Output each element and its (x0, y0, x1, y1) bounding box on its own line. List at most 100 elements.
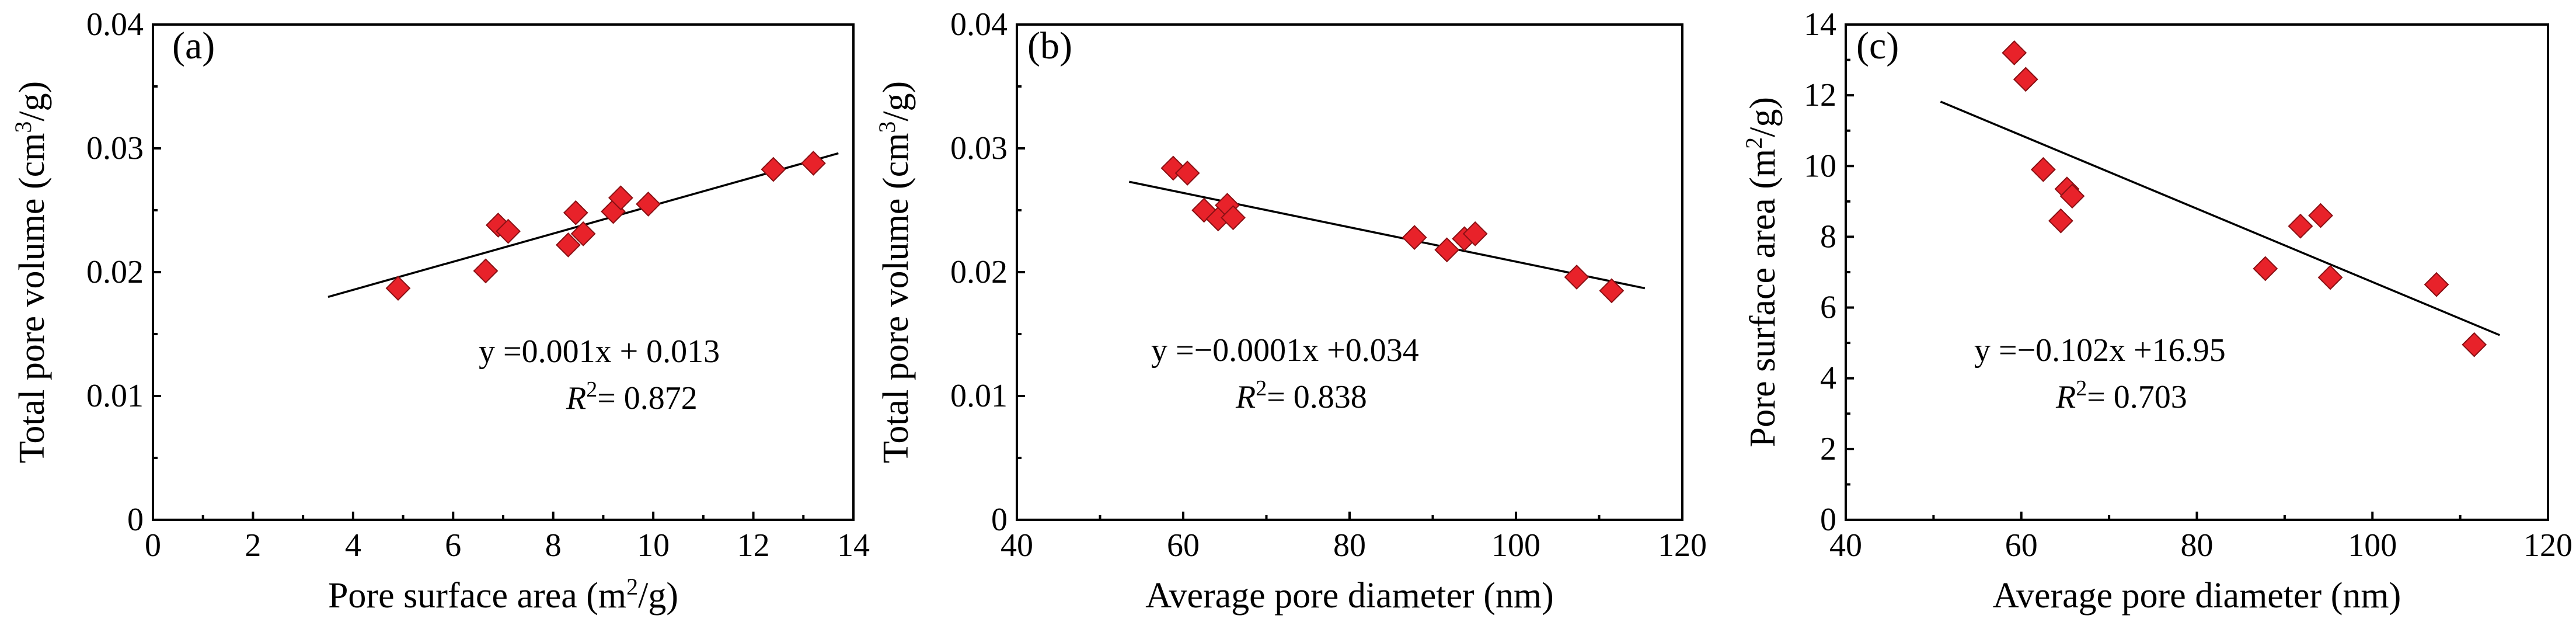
panel-a-data-point (385, 276, 411, 301)
panel-c-data-point (2424, 272, 2449, 297)
panel-a-x-tick-label: 0 (145, 527, 161, 564)
panel-a: 0 2 4 6 8 10 12 14 0 0.01 0.02 0.03 0.04 Pore surface… (10, 6, 870, 616)
panel-c-y-axis-title: Pore surface area (m2/g) (1741, 97, 1783, 447)
panel-a-data-point (496, 218, 521, 244)
panel-b-y-axis-title-sup: 3 (874, 121, 900, 133)
panel-b-data-point (1462, 221, 1488, 246)
panel-a-y-tick-label: 0 (127, 502, 144, 538)
panel-c-x-tick-label: 80 (2181, 527, 2214, 564)
panel-c-y-tick-label: 6 (1820, 290, 1836, 326)
panel-a-r-squared-value: = 0.872 (597, 380, 698, 416)
panel-c-y-tick-label: 14 (1804, 6, 1836, 43)
panel-c-equation: y =−0.102x +16.95 (1974, 332, 2226, 369)
panel-b: 40 60 80 100 120 0 0.01 0.02 0.03 0.04 Average por… (874, 6, 1707, 616)
panel-c-fit-line (1940, 100, 2500, 336)
panel-b-x-tick-label: 60 (1167, 527, 1200, 564)
panel-c-x-tick-label: 60 (2005, 527, 2038, 564)
panel-b-y-tick-label: 0.04 (950, 6, 1008, 43)
panel-b-r-squared-value: = 0.838 (1267, 379, 1367, 415)
panel-c-x-tick-label: 100 (2348, 527, 2397, 564)
panel-a-r-squared-sup: 2 (586, 377, 597, 402)
panel-c-x-tick-label: 40 (1829, 527, 1862, 564)
panel-a-data-point (563, 200, 588, 225)
panel-b-x-tick-label: 120 (1658, 527, 1707, 564)
panel-a-y-tick-label: 0.03 (86, 130, 144, 166)
panel-c-x-tick-label: 120 (2523, 527, 2572, 564)
panel-b-r-squared-symbol: R (1235, 379, 1256, 415)
panel-b-x-tick-label: 40 (1001, 527, 1033, 564)
panel-a-x-tick-label: 10 (637, 527, 670, 564)
panel-c-y-tick-label: 10 (1804, 148, 1836, 184)
panel-a-x-tick-label: 2 (245, 527, 261, 564)
panel-c-data-point (2308, 203, 2333, 228)
panel-b-data-point (1174, 160, 1200, 186)
panel-c-data-point (2462, 332, 2487, 357)
panel-a-label: (a) (172, 25, 215, 67)
panel-a-x-tick-label: 14 (837, 527, 870, 564)
panel-c-data-point (2059, 183, 2085, 209)
panel-c-x-axis-title: Average pore diameter (nm) (1993, 576, 2401, 616)
panel-c-label: (c) (1856, 25, 1899, 67)
panel-b-data-point (1599, 278, 1625, 304)
panel-c-data-point (2013, 67, 2038, 92)
panel-c-y-axis-title-main: Pore surface area (m (1743, 149, 1783, 447)
panel-b-x-axis-title: Average pore diameter (nm) (1145, 576, 1553, 616)
panel-c-data-point (2253, 256, 2278, 282)
panel-a-y-axis-title-tail: /g) (12, 81, 52, 121)
panel-b-data-point (1564, 265, 1589, 290)
panel-a-y-tick-label: 0.01 (86, 378, 144, 414)
panel-c-y-axis-title-sup: 2 (1741, 137, 1767, 149)
panel-c-r-squared-value: = 0.703 (2087, 379, 2187, 415)
panel-c-x-axis-title-main: Average pore diameter (nm) (1993, 576, 2401, 616)
panel-a-data-point (570, 221, 596, 246)
panel-a-y-axis-title-sup: 3 (10, 121, 36, 133)
panel-c-data-point (2048, 208, 2073, 234)
panel-b-equation: y =−0.0001x +0.034 (1151, 332, 1419, 369)
panel-a-data-point (608, 185, 633, 211)
panel-a-x-tick-label: 8 (545, 527, 562, 564)
panel-b-data-point (1434, 237, 1460, 263)
panel-b-y-axis-title-main: Total pore volume (cm (876, 133, 916, 464)
panel-c-r-squared: R2= 0.703 (2055, 376, 2187, 415)
panel-a-x-tick-label: 6 (445, 527, 461, 564)
panel-a-equation: y =0.001x + 0.013 (479, 333, 720, 370)
panel-b-x-tick-label: 80 (1333, 527, 1366, 564)
panel-c-r-squared-symbol: R (2055, 379, 2076, 415)
panel-a-data-point (761, 157, 786, 182)
panel-c-r-squared-sup: 2 (2076, 376, 2087, 401)
panel-c-data-point (2288, 213, 2313, 239)
panel-b-label: (b) (1027, 25, 1072, 67)
panel-b-y-tick-label: 0 (991, 502, 1008, 538)
panel-a-x-tick-label: 4 (345, 527, 361, 564)
panel-a-x-axis-title: Pore surface area (m2/g) (328, 574, 678, 616)
panel-a-data-point (636, 191, 661, 217)
panel-b-y-tick-label: 0.02 (950, 254, 1008, 290)
panel-b-y-tick-label: 0.03 (950, 130, 1008, 166)
panel-b-y-axis-title-tail: /g) (876, 81, 916, 121)
panel-b-r-squared: R2= 0.838 (1235, 376, 1367, 415)
panel-a-y-tick-label: 0.02 (86, 254, 144, 290)
panel-b-fit-line (1129, 180, 1646, 290)
panel-c-y-tick-label: 12 (1804, 77, 1836, 113)
panel-c-y-tick-label: 0 (1820, 502, 1836, 538)
panel-c-y-tick-label: 8 (1820, 218, 1836, 255)
panel-b-y-tick-label: 0.01 (950, 378, 1008, 414)
panel-c-y-tick-label: 2 (1820, 431, 1836, 467)
panel-b-y-axis-title: Total pore volume (cm3/g) (874, 81, 916, 463)
panel-c-data-point (2030, 157, 2056, 182)
panel-a-x-axis-title-main: Pore surface area (m (328, 576, 626, 616)
panel-b-data-point (1221, 205, 1246, 231)
panel-b-x-tick-label: 100 (1491, 527, 1540, 564)
panel-a-x-axis-title-tail: /g) (638, 576, 678, 616)
panel-a-data-point (556, 232, 581, 258)
panel-a-r-squared: R2= 0.872 (566, 377, 698, 416)
panel-a-y-axis-title: Total pore volume (cm3/g) (10, 81, 53, 463)
panel-a-y-tick-label: 0.04 (86, 6, 144, 43)
panel-b-r-squared-sup: 2 (1256, 376, 1267, 401)
panel-b-x-axis-title-main: Average pore diameter (nm) (1145, 576, 1553, 616)
panel-a-data-point (473, 258, 499, 284)
panel-c: 40 60 80 100 120 0 2 4 6 8 10 12 14 Average pore diam… (1741, 6, 2573, 616)
panel-c-data-point (2002, 40, 2027, 65)
